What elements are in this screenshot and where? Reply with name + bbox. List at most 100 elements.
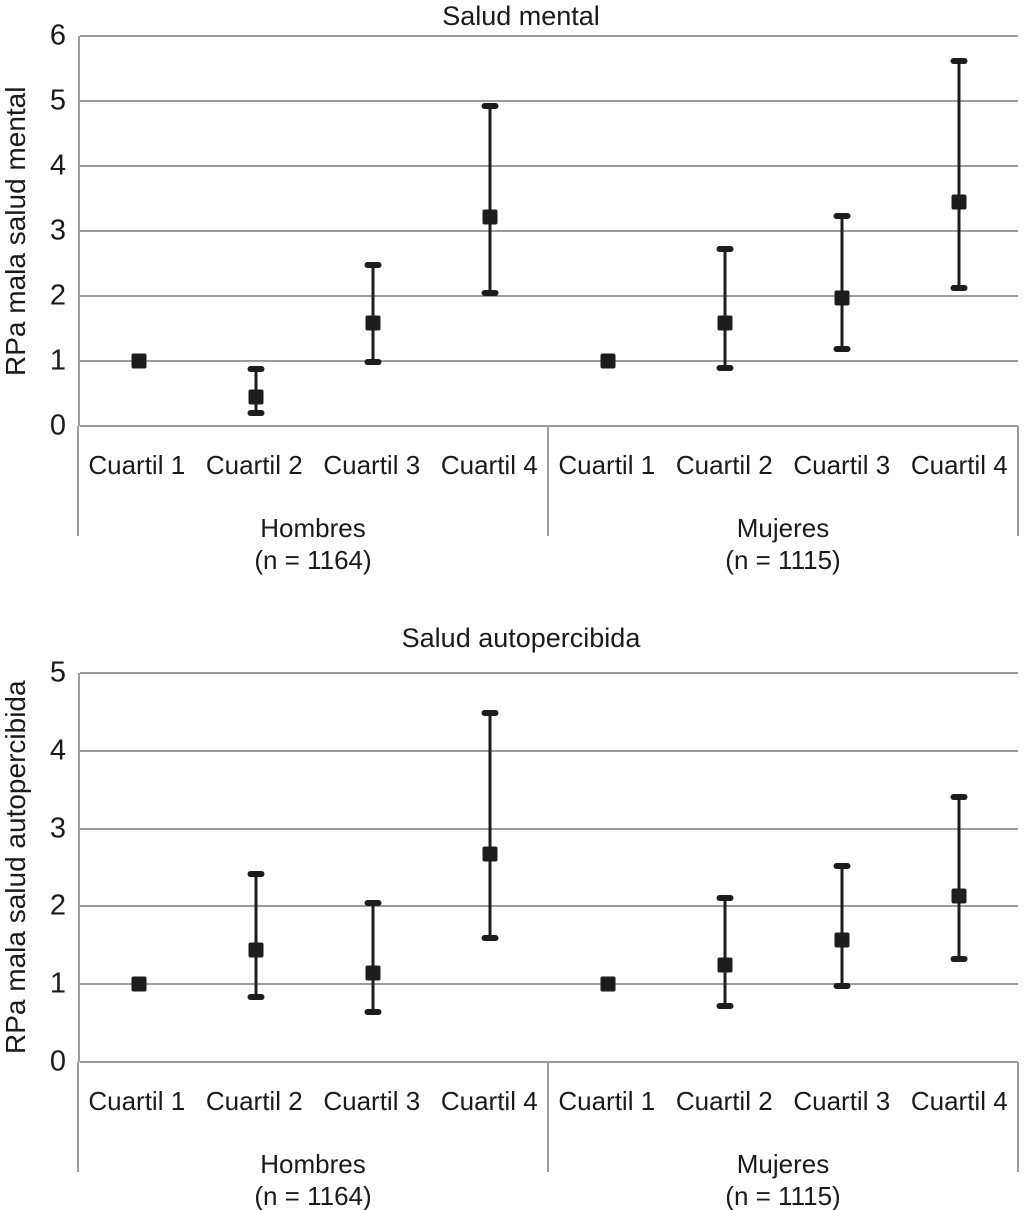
y-tick-label: 3 — [49, 214, 66, 247]
gridline-0 — [80, 425, 1018, 427]
x-category-label: Cuartil 2 — [205, 1086, 303, 1116]
ci-low-cap — [247, 410, 265, 416]
group-label: Hombres — [260, 513, 366, 543]
error-bar — [957, 61, 961, 289]
ci-high-cap — [481, 709, 499, 716]
axis-edge-line — [77, 426, 79, 536]
point-marker — [951, 888, 967, 904]
y-axis-ticks: 0 1 2 3 4 5 6 — [30, 21, 72, 440]
error-bar — [488, 712, 492, 938]
ci-high-cap — [950, 58, 968, 65]
x-category-label: Cuartil 2 — [675, 1086, 773, 1116]
y-tick-label: 1 — [49, 344, 66, 377]
error-bar — [488, 105, 492, 293]
gridline-4 — [80, 164, 1018, 167]
point-marker — [834, 932, 850, 948]
x-axis-area: Cuartil 1 Cuartil 2 Cuartil 3 Cuartil 4 Homb… — [77, 1062, 1019, 1210]
x-category-label: Cuartil 3 — [793, 1086, 891, 1116]
error-bar — [371, 903, 375, 1013]
ci-low-cap — [247, 994, 265, 1001]
group-label: Mujeres — [736, 513, 830, 543]
ci-high-cap — [950, 793, 968, 800]
ci-low-cap — [716, 364, 734, 371]
y-tick-label: 1 — [49, 967, 66, 1000]
point-marker — [248, 389, 264, 405]
gridline-1 — [80, 983, 1018, 986]
ci-high-cap — [716, 245, 734, 252]
y-tick-label: 0 — [49, 1045, 66, 1078]
point-marker — [951, 194, 967, 210]
ci-low-cap — [364, 1009, 382, 1016]
y-tick-label: 3 — [49, 812, 66, 845]
group-label: Mujeres — [736, 1149, 830, 1179]
ci-low-cap — [481, 289, 499, 296]
group-divider — [547, 1062, 549, 1172]
ci-low-cap — [364, 359, 382, 366]
point-marker — [600, 353, 616, 369]
x-category-label: Cuartil 4 — [440, 450, 538, 480]
point-marker — [717, 957, 733, 973]
ci-high-cap — [247, 870, 265, 877]
gridline-3 — [80, 230, 1018, 232]
point-marker — [248, 942, 264, 958]
axis-edge-line — [77, 1062, 79, 1172]
ci-low-cap — [481, 934, 499, 941]
x-category-label: Cuartil 1 — [88, 1086, 186, 1116]
error-bar — [371, 265, 375, 363]
ci-high-cap — [364, 900, 382, 907]
gridline-4 — [80, 749, 1018, 752]
x-category-label: Cuartil 2 — [205, 450, 303, 480]
error-bar — [840, 216, 844, 350]
ci-high-cap — [364, 262, 382, 269]
ci-high-cap — [716, 894, 734, 901]
point-marker — [834, 290, 850, 306]
error-bar — [254, 873, 258, 998]
x-category-label: Cuartil 3 — [793, 450, 891, 480]
gridline-6 — [80, 35, 1018, 37]
point-marker — [365, 965, 381, 981]
y-tick-label: 5 — [49, 656, 66, 689]
x-category-label: Cuartil 3 — [323, 1086, 421, 1116]
chart-salud-autopercibida: Salud autopercibida RPa mala salud autop… — [0, 612, 1024, 1210]
gridline-1 — [80, 360, 1018, 362]
error-bar — [723, 897, 727, 1006]
group-label: Hombres — [260, 1149, 366, 1179]
gridline-2 — [80, 905, 1018, 908]
error-bar — [840, 865, 844, 986]
x-category-label: Cuartil 3 — [323, 450, 421, 480]
ci-high-cap — [833, 213, 851, 220]
point-marker — [131, 976, 147, 992]
chart-title: Salud autopercibida — [401, 623, 641, 653]
group-n-label: (n = 1164) — [254, 545, 372, 575]
point-marker — [131, 353, 147, 369]
y-axis-ticks: 0 1 2 3 4 5 — [30, 658, 72, 1076]
x-category-label: Cuartil 4 — [910, 450, 1008, 480]
group-n-label: (n = 1164) — [254, 1181, 372, 1210]
plot-area — [78, 672, 1018, 1063]
gridline-3 — [80, 827, 1018, 830]
gridline-5 — [80, 672, 1018, 674]
x-category-label: Cuartil 4 — [910, 1086, 1008, 1116]
axis-edge-line — [1017, 426, 1019, 536]
ci-low-cap — [833, 982, 851, 989]
ci-low-cap — [833, 346, 851, 353]
point-marker — [365, 315, 381, 331]
gridline-2 — [80, 294, 1018, 297]
x-category-label: Cuartil 4 — [440, 1086, 538, 1116]
ci-high-cap — [833, 862, 851, 869]
point-marker — [717, 315, 733, 331]
plot-area — [78, 35, 1018, 427]
ci-low-cap — [950, 285, 968, 292]
point-marker — [482, 846, 498, 862]
y-tick-label: 4 — [49, 149, 66, 182]
ci-low-cap — [716, 1002, 734, 1009]
x-category-label: Cuartil 2 — [675, 450, 773, 480]
point-marker — [482, 209, 498, 225]
x-category-label: Cuartil 1 — [88, 450, 186, 480]
error-bar — [723, 248, 727, 368]
error-bar — [957, 796, 961, 959]
y-tick-label: 6 — [49, 19, 66, 52]
ci-high-cap — [481, 102, 499, 109]
